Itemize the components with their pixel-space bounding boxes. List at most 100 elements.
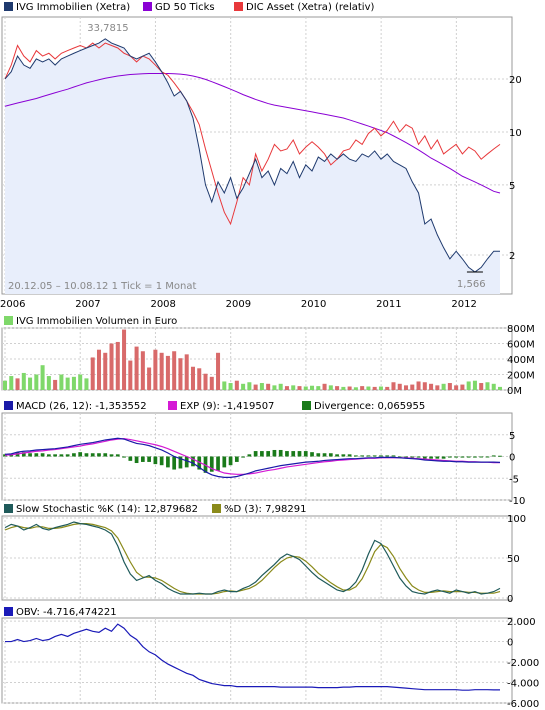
legend-divergence: Divergence: 0,065955 bbox=[314, 401, 425, 412]
divergence-bar bbox=[310, 452, 314, 457]
legend-swatch-macd bbox=[4, 401, 13, 410]
legend-exp: EXP (9): -1,419507 bbox=[180, 401, 274, 412]
divergence-bar bbox=[216, 456, 220, 471]
volume-bar bbox=[90, 357, 95, 390]
legend-swatch-volume bbox=[4, 316, 13, 325]
divergence-bar bbox=[172, 456, 177, 470]
obv-y-tick-label: -2.000 bbox=[507, 658, 539, 669]
divergence-bar bbox=[90, 453, 95, 457]
volume-bar bbox=[335, 386, 340, 390]
divergence-bar bbox=[422, 456, 427, 459]
divergence-bar bbox=[140, 456, 145, 462]
legend-swatch-stoch-d bbox=[212, 504, 221, 513]
volume-bar bbox=[404, 385, 409, 390]
volume-bar bbox=[316, 386, 321, 390]
divergence-bar bbox=[354, 455, 358, 457]
volume-bar bbox=[435, 385, 440, 390]
volume-bar bbox=[284, 386, 289, 390]
x-tick-label: 2011 bbox=[376, 299, 401, 310]
divergence-bar bbox=[134, 456, 139, 464]
volume-bar bbox=[228, 383, 233, 390]
divergence-bar bbox=[391, 455, 396, 457]
stoch-d-line bbox=[4, 522, 501, 595]
x-tick-label: 2009 bbox=[226, 299, 251, 310]
divergence-bar bbox=[473, 456, 477, 458]
divergence-bar bbox=[178, 456, 183, 469]
volume-bar bbox=[40, 365, 45, 390]
stoch-y-tick-label: 0 bbox=[507, 594, 513, 605]
legend-swatch-divergence bbox=[302, 401, 311, 410]
volume-bar bbox=[134, 346, 139, 390]
volume-bar bbox=[103, 352, 108, 390]
divergence-bar bbox=[498, 455, 502, 457]
volume-bar bbox=[241, 383, 246, 390]
divergence-bar bbox=[109, 454, 114, 457]
price-y-tick-label: 10 bbox=[509, 128, 522, 139]
volume-bar bbox=[59, 374, 64, 390]
stochastic-panel: 100 50 0 bbox=[1, 514, 526, 605]
legend-gd50: GD 50 Ticks bbox=[155, 2, 215, 13]
divergence-bar bbox=[410, 456, 415, 458]
divergence-bar bbox=[479, 456, 484, 458]
divergence-bar bbox=[34, 453, 39, 457]
stoch-y-tick-label: 50 bbox=[507, 554, 520, 565]
volume-bar bbox=[466, 381, 471, 390]
volume-bar bbox=[378, 386, 383, 390]
volume-bar bbox=[216, 352, 221, 390]
divergence-bar bbox=[366, 455, 371, 457]
volume-bar bbox=[353, 387, 358, 390]
divergence-bar bbox=[429, 456, 433, 459]
volume-bar bbox=[109, 343, 114, 390]
divergence-bar bbox=[253, 451, 258, 457]
volume-bar bbox=[272, 385, 277, 390]
volume-bar bbox=[178, 358, 183, 390]
volume-bar bbox=[447, 383, 452, 390]
divergence-bar bbox=[347, 454, 352, 457]
volume-bar bbox=[491, 383, 496, 390]
obv-y-tick-label: 0 bbox=[507, 638, 513, 649]
divergence-bar bbox=[247, 454, 252, 457]
volume-bar bbox=[328, 385, 333, 390]
volume-bar bbox=[46, 376, 51, 390]
obv-y-tick-label: -6.000 bbox=[507, 699, 539, 710]
divergence-bar bbox=[448, 456, 452, 458]
divergence-bar bbox=[209, 456, 214, 472]
gd50-line bbox=[4, 72, 501, 194]
divergence-bar bbox=[197, 456, 202, 470]
volume-bar bbox=[291, 385, 296, 390]
divergence-bar bbox=[372, 455, 377, 457]
volume-bar bbox=[341, 386, 346, 390]
volume-y-tick-label: 0M bbox=[507, 386, 522, 397]
divergence-bar bbox=[379, 455, 383, 457]
legend-swatch-dic bbox=[234, 2, 243, 11]
x-tick-label: 2010 bbox=[301, 299, 326, 310]
divergence-bar bbox=[360, 455, 365, 457]
divergence-bar bbox=[184, 456, 189, 468]
divergence-bar bbox=[128, 456, 133, 461]
divergence-bar bbox=[122, 456, 126, 458]
volume-bar bbox=[172, 351, 177, 390]
divergence-bar bbox=[47, 454, 51, 457]
divergence-bar bbox=[84, 453, 89, 457]
divergence-bar bbox=[335, 454, 339, 457]
macd-y-tick-label: -10 bbox=[509, 496, 525, 507]
volume-legend: IVG Immobilien Volumen in Euro bbox=[4, 316, 177, 327]
legend-swatch-gd50 bbox=[143, 2, 152, 11]
volume-bar bbox=[310, 385, 315, 390]
price-y-tick-label: 5 bbox=[509, 181, 515, 192]
divergence-bar bbox=[241, 456, 245, 458]
macd-legend: MACD (26, 12): -1,353552 EXP (9): -1,419… bbox=[4, 401, 425, 412]
volume-bar bbox=[153, 349, 158, 390]
volume-bar bbox=[140, 351, 145, 390]
volume-bar bbox=[9, 376, 14, 390]
x-tick-label: 2007 bbox=[75, 299, 100, 310]
stoch-legend: Slow Stochastic %K (14): 12,879682 %D (3… bbox=[4, 504, 306, 515]
volume-bar bbox=[360, 386, 365, 390]
obv-panel: 2.000 0 -2.000 -4.000 -6.000 bbox=[1, 617, 539, 710]
volume-bar bbox=[454, 385, 459, 390]
divergence-bar bbox=[291, 451, 296, 457]
divergence-bar bbox=[115, 454, 120, 457]
volume-bar bbox=[278, 383, 283, 390]
volume-bar bbox=[28, 377, 33, 390]
